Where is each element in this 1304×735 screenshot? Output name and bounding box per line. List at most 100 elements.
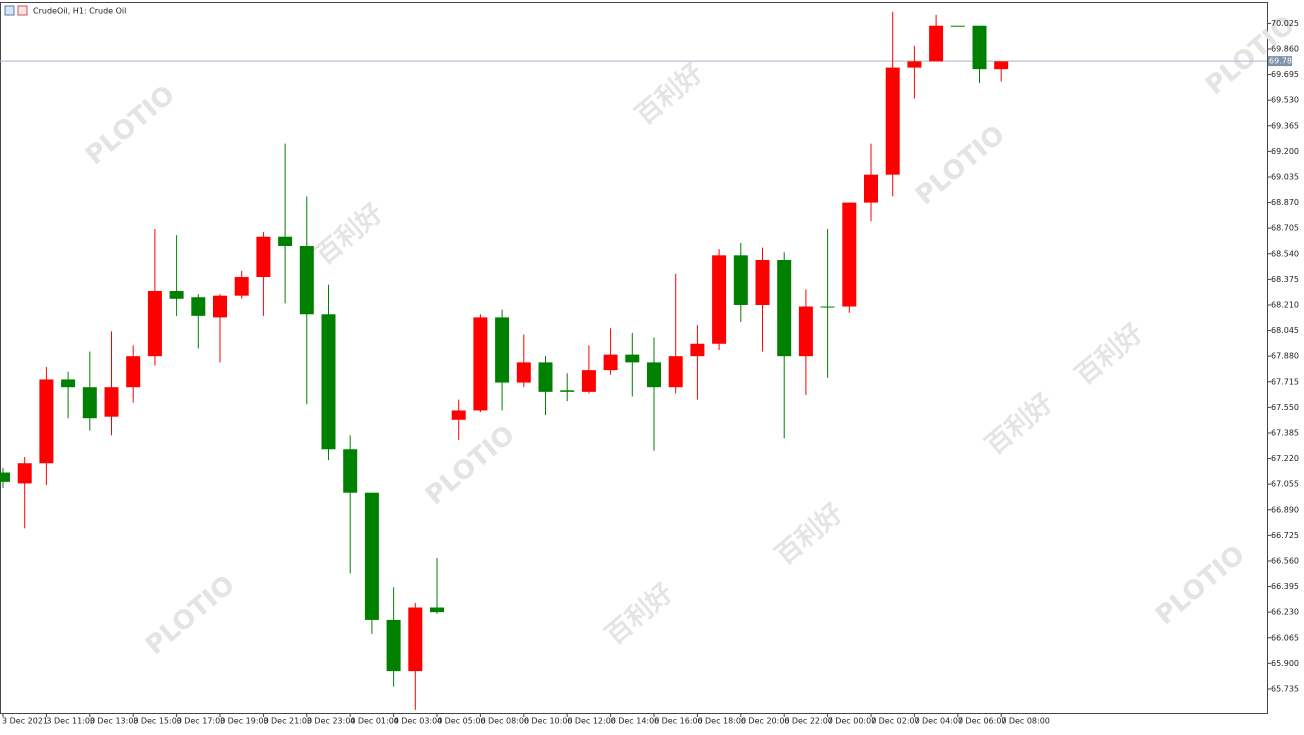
candle-body xyxy=(191,297,206,316)
candle-body xyxy=(82,387,97,419)
candle-body xyxy=(820,306,835,308)
watermark: PLOTIO xyxy=(140,570,241,661)
x-tick-label: 6 Dec 20:00 xyxy=(741,717,790,726)
candle-body xyxy=(907,61,922,68)
candle-body xyxy=(560,390,575,392)
watermark-text: PLOTIO xyxy=(80,80,181,171)
y-tick-label: 67.220 xyxy=(1271,454,1299,463)
y-tick-label: 65.900 xyxy=(1271,659,1299,668)
price-label: 69.782 xyxy=(1269,57,1297,66)
candle-body xyxy=(864,174,878,203)
candle-body xyxy=(364,492,379,620)
x-tick-label: 6 Dec 10:00 xyxy=(524,717,573,726)
candle-body xyxy=(126,356,141,388)
y-tick-label: 69.860 xyxy=(1271,44,1299,53)
y-tick-label: 66.230 xyxy=(1271,608,1299,617)
y-tick-label: 66.395 xyxy=(1271,582,1299,591)
y-tick-label: 67.385 xyxy=(1271,428,1299,437)
chart-icon xyxy=(4,5,28,16)
y-tick-label: 66.560 xyxy=(1271,556,1299,565)
x-tick-label: 7 Dec 06:00 xyxy=(958,717,1007,726)
candle-body xyxy=(625,354,640,363)
candle-body xyxy=(386,619,401,672)
watermark: 百利好 xyxy=(600,578,679,651)
y-tick-label: 68.870 xyxy=(1271,198,1299,207)
x-tick-label: 7 Dec 02:00 xyxy=(871,717,920,726)
price-label-box xyxy=(1268,56,1292,67)
candle-body xyxy=(39,379,54,464)
y-tick-label: 69.200 xyxy=(1271,147,1299,156)
y-tick-label: 67.550 xyxy=(1271,403,1299,412)
candle-body xyxy=(473,317,488,411)
x-tick-label: 6 Dec 12:00 xyxy=(567,717,616,726)
candle-body xyxy=(278,236,293,247)
candle-body xyxy=(61,379,76,388)
x-tick-label: 6 Dec 08:00 xyxy=(480,717,529,726)
x-tick-label: 3 Dec 15:00 xyxy=(133,717,182,726)
candle-body xyxy=(647,362,661,388)
y-tick-label: 66.890 xyxy=(1271,505,1299,514)
y-tick-label: 68.375 xyxy=(1271,275,1299,284)
watermark: PLOTIO xyxy=(80,80,181,171)
y-tick-label: 68.540 xyxy=(1271,249,1299,258)
plot-frame xyxy=(0,2,1268,714)
candle-body xyxy=(104,387,119,417)
candle-body xyxy=(733,255,748,305)
y-tick-label: 69.695 xyxy=(1271,70,1299,79)
watermark: 百利好 xyxy=(1070,318,1149,391)
candle-body xyxy=(842,202,857,307)
x-tick-label: 3 Dec 19:00 xyxy=(220,717,269,726)
y-tick-label: 67.715 xyxy=(1271,377,1299,386)
candle-body xyxy=(213,295,227,318)
x-tick-label: 6 Dec 22:00 xyxy=(784,717,833,726)
x-tick-label: 3 Dec 11:00 xyxy=(46,717,95,726)
watermark-text: PLOTIO xyxy=(140,570,241,661)
x-tick-label: 4 Dec 03:00 xyxy=(394,717,443,726)
watermark-text: 百利好 xyxy=(980,388,1059,461)
candle-body xyxy=(538,362,553,392)
candle-body xyxy=(495,317,510,383)
candle-body xyxy=(17,463,32,484)
y-tick-label: 67.055 xyxy=(1271,480,1299,489)
x-tick-label: 3 Dec 13:00 xyxy=(90,717,139,726)
x-tick-label: 6 Dec 16:00 xyxy=(654,717,703,726)
y-tick-label: 69.035 xyxy=(1271,172,1299,181)
x-tick-label: 4 Dec 05:00 xyxy=(437,717,486,726)
candle-body xyxy=(0,472,10,482)
x-tick-label: 3 Dec 21:00 xyxy=(263,717,312,726)
candle-body xyxy=(777,259,792,357)
watermark: 百利好 xyxy=(980,388,1059,461)
y-tick-label: 68.045 xyxy=(1271,326,1299,335)
candle-body xyxy=(972,25,987,70)
watermark-text: 百利好 xyxy=(1070,318,1149,391)
candle-body xyxy=(994,61,1009,70)
y-tick-label: 66.065 xyxy=(1271,633,1299,642)
candle-body xyxy=(299,246,314,315)
watermark-text: PLOTIO xyxy=(910,120,1011,211)
watermark-text: 百利好 xyxy=(770,498,849,571)
watermark: 百利好 xyxy=(770,498,849,571)
x-tick-label: 3 Dec 17:00 xyxy=(177,717,226,726)
candle-body xyxy=(147,291,162,357)
candle-body xyxy=(690,343,705,357)
watermark-text: PLOTIO xyxy=(420,420,521,511)
candle-body xyxy=(256,236,271,278)
candle-body xyxy=(755,259,770,305)
watermark: 百利好 xyxy=(310,198,389,271)
y-tick-label: 67.880 xyxy=(1271,352,1299,361)
watermark: PLOTIO xyxy=(420,420,521,511)
candle-body xyxy=(581,370,596,392)
watermark: PLOTIO xyxy=(1150,540,1251,631)
watermark-text: 百利好 xyxy=(600,578,679,651)
candle-body xyxy=(516,362,531,383)
candle-body xyxy=(798,306,813,357)
candle-body xyxy=(343,449,358,493)
candle-body xyxy=(603,354,618,371)
y-tick-label: 68.210 xyxy=(1271,300,1299,309)
x-tick-label: 3 Dec 2021 xyxy=(2,717,48,726)
x-tick-label: 4 Dec 01:00 xyxy=(350,717,399,726)
y-tick-label: 65.735 xyxy=(1271,684,1299,693)
candle-body xyxy=(950,25,965,27)
y-tick-label: 69.365 xyxy=(1271,121,1299,130)
watermark: PLOTIO xyxy=(910,120,1011,211)
